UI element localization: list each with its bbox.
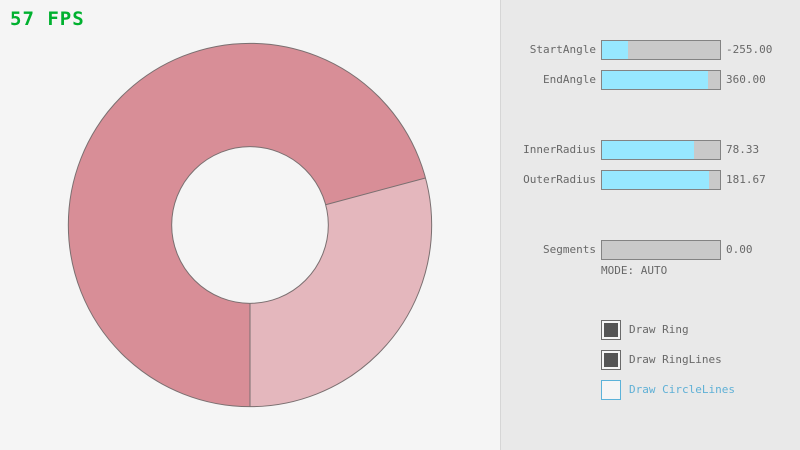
slider-segments[interactable] [601, 240, 721, 260]
slider-startangle[interactable] [601, 40, 721, 60]
slider-fill [602, 71, 709, 89]
slider-row-outerradius: OuterRadius 181.67 [501, 170, 800, 190]
slider-value-endangle: 360.00 [726, 73, 766, 86]
slider-innerradius[interactable] [601, 140, 721, 160]
slider-value-outerradius: 181.67 [726, 173, 766, 186]
checkbox-draw-ringlines[interactable] [601, 350, 621, 370]
segments-mode-text: MODE: AUTO [601, 264, 668, 277]
ring-sector-line-right [325, 177, 426, 206]
slider-value-startangle: -255.00 [726, 43, 773, 56]
slider-fill [602, 171, 710, 189]
checkbox-row-draw-ringlines: Draw RingLines [501, 350, 800, 370]
slider-row-innerradius: InnerRadius 78.33 [501, 140, 800, 160]
slider-row-segments: Segments 0.00 [501, 240, 800, 260]
ring-inner-outline [171, 146, 329, 304]
slider-endangle[interactable] [601, 70, 721, 90]
checkbox-draw-circlelines[interactable] [601, 380, 621, 400]
slider-label-endangle: EndAngle [543, 73, 596, 86]
slider-label-outerradius: OuterRadius [523, 173, 596, 186]
checkmark [604, 323, 618, 337]
slider-value-innerradius: 78.33 [726, 143, 760, 156]
checkbox-label-draw-ring: Draw Ring [629, 323, 689, 336]
slider-value-segments: 0.00 [726, 243, 753, 256]
checkbox-row-draw-circlelines: Draw CircleLines [501, 380, 800, 400]
slider-label-segments: Segments [543, 243, 596, 256]
slider-fill [602, 141, 695, 159]
slider-outerradius[interactable] [601, 170, 721, 190]
checkmark [604, 353, 618, 367]
checkbox-row-draw-ring: Draw Ring [501, 320, 800, 340]
fps-counter: 57 FPS [10, 8, 85, 30]
checkbox-label-draw-ringlines: Draw RingLines [629, 353, 722, 366]
slider-row-startangle: StartAngle -255.00 [501, 40, 800, 60]
ring-light-sector [250, 177, 432, 407]
checkbox-label-draw-circlelines: Draw CircleLines [629, 383, 735, 396]
slider-label-innerradius: InnerRadius [523, 143, 596, 156]
control-panel: StartAngle -255.00 EndAngle 360.00 Inner… [500, 0, 800, 450]
slider-fill [602, 41, 628, 59]
checkbox-draw-ring[interactable] [601, 320, 621, 340]
slider-row-endangle: EndAngle 360.00 [501, 70, 800, 90]
slider-label-startangle: StartAngle [529, 43, 596, 56]
